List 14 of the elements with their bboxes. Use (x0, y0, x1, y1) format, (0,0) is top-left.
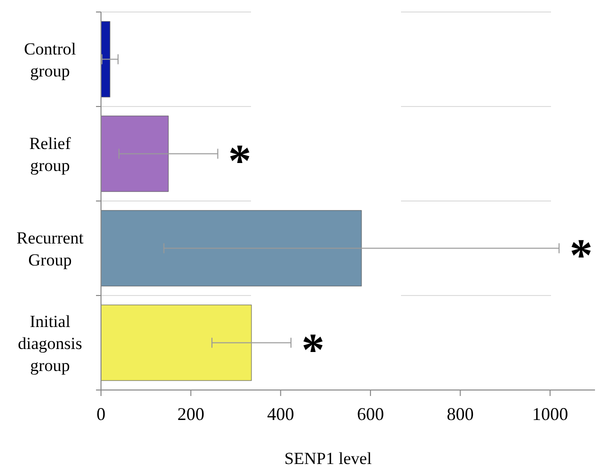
y-tick-label: Initial diagonsis group (18, 312, 82, 375)
x-axis-title: SENP1 level (284, 449, 372, 468)
x-tick-label: 600 (356, 404, 384, 424)
x-tick-label: 400 (267, 404, 294, 424)
y-tick-label: Control group (24, 39, 76, 80)
annotation: * (228, 134, 252, 186)
y-tick-label: Relief group (29, 134, 72, 175)
x-tick-label: 200 (177, 404, 204, 424)
annotation: * (570, 229, 593, 280)
y-tick-label: Recurrent Group (16, 228, 84, 270)
annotation: * (301, 324, 324, 375)
x-tick-label: 800 (446, 404, 474, 424)
x-tick-label: 0 (96, 404, 106, 424)
x-tick-label: 1000 (532, 404, 568, 424)
